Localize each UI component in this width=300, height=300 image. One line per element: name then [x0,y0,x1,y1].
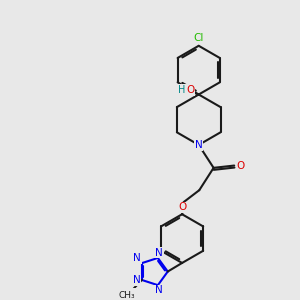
Text: CH₃: CH₃ [118,291,135,300]
Text: N: N [195,140,203,150]
Text: N: N [133,275,141,285]
Text: N: N [155,248,163,258]
Text: O: O [186,85,194,95]
Text: H: H [178,85,185,95]
Text: O: O [236,160,245,170]
Text: N: N [134,253,141,263]
Text: Cl: Cl [194,33,204,43]
Text: N: N [155,285,163,295]
Text: O: O [178,202,186,212]
